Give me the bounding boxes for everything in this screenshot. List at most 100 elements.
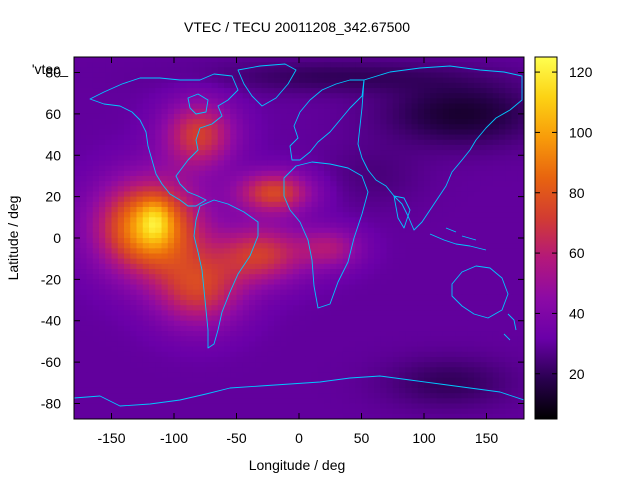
heatmap-cell: [192, 72, 200, 79]
heatmap-cell: [324, 393, 331, 399]
heatmap-cell: [430, 57, 438, 63]
heatmap-cell: [274, 341, 281, 348]
heatmap-cell: [224, 186, 231, 193]
heatmap-cell: [111, 62, 119, 68]
heatmap-cell: [511, 217, 519, 224]
heatmap-cell: [336, 325, 344, 332]
heatmap-cell: [255, 88, 263, 94]
heatmap-cell: [224, 191, 231, 198]
heatmap-cell: [386, 269, 394, 275]
heatmap-cell: [317, 82, 325, 89]
heatmap-cell: [205, 269, 213, 275]
heatmap-cell: [86, 150, 94, 156]
heatmap-cell: [505, 144, 513, 151]
heatmap-cell: [374, 346, 381, 353]
heatmap-cell: [430, 67, 438, 74]
heatmap-cell: [236, 93, 244, 99]
heatmap-cell: [236, 372, 244, 379]
heatmap-cell: [317, 222, 325, 229]
heatmap-cell: [330, 165, 338, 172]
heatmap-cell: [511, 196, 519, 203]
heatmap-cell: [255, 367, 263, 374]
heatmap-cell: [511, 331, 519, 337]
heatmap-cell: [136, 263, 144, 270]
heatmap-cell: [280, 196, 288, 203]
heatmap-cell: [111, 191, 119, 198]
heatmap-cell: [299, 93, 306, 99]
heatmap-cell: [499, 232, 506, 239]
heatmap-cell: [492, 356, 500, 363]
heatmap-cell: [155, 351, 163, 358]
heatmap-cell: [361, 315, 369, 322]
heatmap-cell: [186, 139, 194, 146]
heatmap-cell: [399, 144, 406, 151]
heatmap-cell: [367, 300, 375, 306]
heatmap-cell: [149, 315, 156, 322]
heatmap-cell: [392, 88, 400, 94]
heatmap-cell: [492, 351, 500, 358]
heatmap-cell: [80, 165, 88, 172]
heatmap-cell: [324, 181, 331, 187]
heatmap-cell: [111, 305, 119, 311]
heatmap-cell: [92, 408, 100, 415]
heatmap-cell: [455, 243, 463, 249]
heatmap-cell: [117, 57, 125, 63]
heatmap-cell: [192, 129, 200, 136]
heatmap-cell: [305, 263, 313, 270]
heatmap-cell: [217, 294, 225, 301]
heatmap-cell: [430, 253, 438, 260]
heatmap-cell: [117, 248, 125, 255]
heatmap-cell: [186, 217, 194, 224]
heatmap-cell: [224, 238, 231, 244]
heatmap-cell: [149, 129, 156, 136]
heatmap-cell: [174, 367, 181, 374]
heatmap-cell: [217, 356, 225, 363]
heatmap-cell: [474, 279, 481, 286]
heatmap-cell: [517, 82, 524, 89]
heatmap-cell: [342, 387, 350, 394]
heatmap-cell: [374, 150, 381, 156]
heatmap-cell: [449, 393, 456, 399]
heatmap-cell: [174, 181, 181, 187]
heatmap-cell: [480, 305, 488, 311]
heatmap-cell: [330, 201, 338, 208]
heatmap-cell: [186, 191, 194, 198]
heatmap-cell: [174, 98, 181, 105]
heatmap-cell: [180, 165, 188, 172]
heatmap-cell: [492, 377, 500, 384]
heatmap-cell: [274, 72, 281, 79]
heatmap-cell: [124, 144, 131, 151]
heatmap-cell: [486, 155, 494, 162]
heatmap-cell: [74, 325, 81, 332]
heatmap-cell: [111, 108, 119, 115]
heatmap-cell: [499, 165, 506, 172]
heatmap-cell: [492, 191, 500, 198]
heatmap-cell: [280, 377, 288, 384]
heatmap-cell: [205, 320, 213, 327]
heatmap-cell: [186, 320, 194, 327]
heatmap-cell: [174, 341, 181, 348]
heatmap-cell: [411, 310, 419, 317]
heatmap-cell: [311, 227, 319, 234]
heatmap-cell: [511, 212, 519, 218]
heatmap-cell: [130, 103, 138, 110]
heatmap-cell: [311, 341, 319, 348]
heatmap-cell: [449, 181, 456, 187]
heatmap-cell: [436, 186, 444, 193]
heatmap-cell: [224, 289, 231, 296]
heatmap-cell: [336, 181, 344, 187]
heatmap-cell: [380, 325, 388, 332]
heatmap-cell: [86, 387, 94, 394]
heatmap-cell: [111, 336, 119, 343]
heatmap-cell: [124, 413, 131, 419]
heatmap-cell: [74, 243, 81, 249]
heatmap-cell: [436, 351, 444, 358]
heatmap-cell: [505, 253, 513, 260]
heatmap-cell: [174, 253, 181, 260]
heatmap-cell: [480, 274, 488, 280]
heatmap-cell: [74, 387, 81, 394]
heatmap-cell: [374, 155, 381, 162]
heatmap-cell: [136, 305, 144, 311]
heatmap-cell: [205, 98, 213, 105]
heatmap-cell: [161, 300, 169, 306]
